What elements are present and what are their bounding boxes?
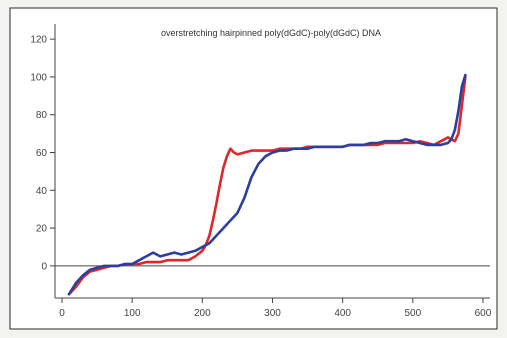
x-axis-ticks: 0 100 200 300 400 500 600 [59,298,492,319]
y-tick-label: 40 [36,186,48,197]
y-axis-ticks: 0 20 40 60 80 100 120 [30,35,55,272]
x-tick-label: 400 [334,308,351,319]
y-tick-label: 120 [30,35,47,46]
x-tick-label: 100 [124,308,141,319]
y-tick-label: 100 [30,72,47,83]
y-tick-label: 20 [36,224,48,235]
chart-title: overstretching hairpinned poly(dGdC)-pol… [161,28,381,38]
x-tick-label: 200 [194,308,211,319]
y-tick-label: 60 [36,148,48,159]
y-tick-label: 80 [36,110,48,121]
y-tick-label: 0 [41,261,47,272]
x-tick-label: 600 [475,308,492,319]
x-tick-label: 300 [264,308,281,319]
series-layer [67,73,467,296]
x-tick-label: 500 [404,308,421,319]
series-line-blue [67,73,467,296]
chart-panel [9,7,498,330]
x-tick-label: 0 [59,308,65,319]
